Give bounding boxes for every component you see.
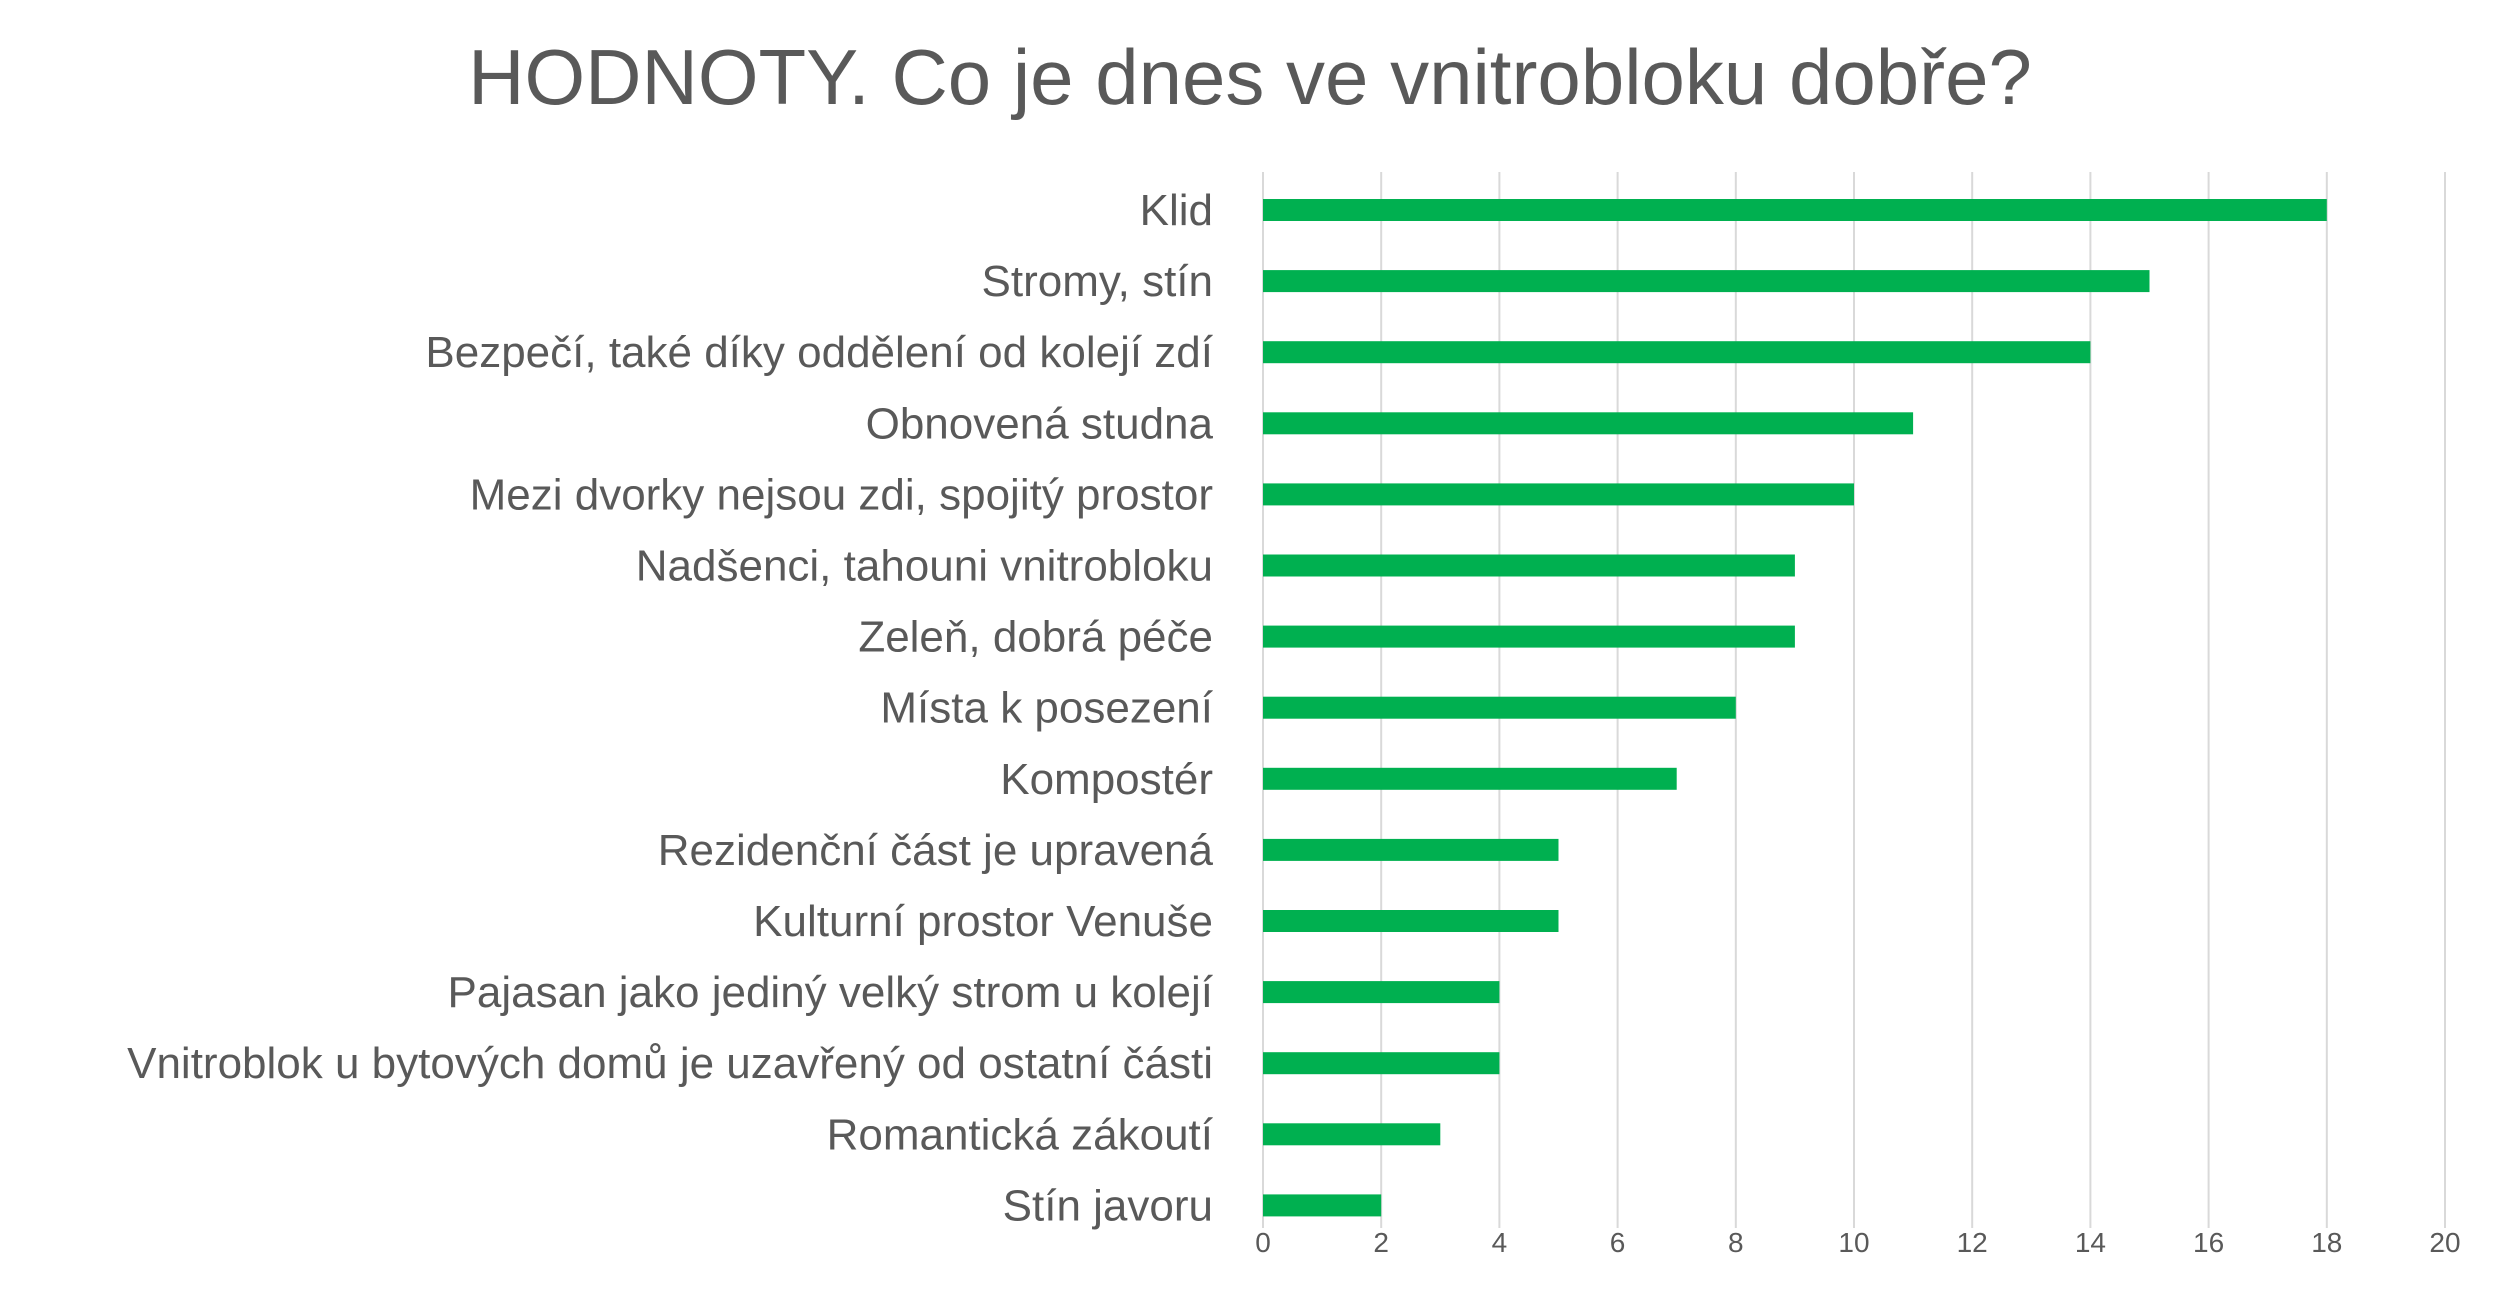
category-label: Bezpečí, také díky oddělení od kolejí zd…	[425, 328, 1213, 377]
bar: Bezpečí, také díky oddělení od kolejí zd…	[1263, 341, 2091, 364]
category-label: Kompostér	[1000, 755, 1213, 804]
bar: Kompostér: 7	[1263, 767, 1677, 790]
bar: Nadšenci, tahouni vnitrobloku: 9	[1263, 554, 1795, 577]
x-tick-label: 18	[2311, 1227, 2342, 1258]
bar: Rezidenční část je upravená: 5	[1263, 838, 1559, 861]
bar: Kulturní prostor Venuše: 5	[1263, 910, 1559, 932]
bar: Místa k posezení: 8	[1263, 696, 1736, 719]
bar: Zeleň, dobrá péče: 9	[1263, 625, 1795, 648]
category-label: Místa k posezení	[880, 684, 1213, 733]
x-tick-label: 14	[2075, 1227, 2106, 1258]
x-tick-label: 16	[2193, 1227, 2224, 1258]
bar: Vnitroblok u bytových domů je uzavřený o…	[1263, 1052, 1500, 1075]
category-label: Stín javoru	[1003, 1181, 1213, 1230]
bar: Mezi dvorky nejsou zdi, spojitý prostor:…	[1263, 483, 1854, 506]
category-label: Kulturní prostor Venuše	[753, 897, 1213, 946]
bar: Romantická zákoutí: 3	[1263, 1123, 1441, 1146]
category-label: Vnitroblok u bytových domů je uzavřený o…	[127, 1039, 1213, 1088]
x-tick-label: 20	[2429, 1227, 2460, 1258]
x-tick-label: 4	[1492, 1227, 1508, 1258]
category-label: Nadšenci, tahouni vnitrobloku	[636, 542, 1213, 591]
category-label: Klid	[1140, 186, 1213, 235]
bar: Stín javoru: 2	[1263, 1194, 1382, 1217]
category-label: Stromy, stín	[982, 257, 1213, 306]
category-label: Obnovená studna	[866, 399, 1214, 448]
bars: Klid: 18 Stromy, stín: 15 Bezpečí, také dí…	[1263, 199, 2327, 1217]
category-label: Mezi dvorky nejsou zdi, spojitý prostor	[470, 470, 1213, 519]
category-label: Rezidenční část je upravená	[658, 826, 1214, 875]
x-tick-label: 0	[1255, 1227, 1271, 1258]
category-label: Pajasan jako jediný velký strom u kolejí	[448, 968, 1214, 1017]
bar: Obnovená studna: 11	[1263, 412, 1914, 435]
bar: Stromy, stín: 15	[1263, 270, 2150, 293]
bar: Klid: 18	[1263, 199, 2327, 221]
category-label: Romantická zákoutí	[827, 1110, 1214, 1159]
x-tick-label: 8	[1728, 1227, 1744, 1258]
x-tick-label: 10	[1838, 1227, 1869, 1258]
x-tick-label: 12	[1957, 1227, 1988, 1258]
category-label: Zeleň, dobrá péče	[858, 613, 1213, 662]
x-tick-label: 6	[1610, 1227, 1626, 1258]
x-tick-label: 2	[1373, 1227, 1389, 1258]
category-labels: Klid Stromy, stín Bezpečí, také díky odděl…	[127, 186, 1214, 1230]
chart-title: HODNOTY. Co je dnes ve vnitrobloku dobře…	[468, 33, 2032, 121]
bar: Pajasan jako jediný velký strom u kolejí…	[1263, 981, 1500, 1004]
x-axis-ticks: 0 2 4 6 8 10 12 14 16 18 20	[1255, 1227, 2460, 1258]
